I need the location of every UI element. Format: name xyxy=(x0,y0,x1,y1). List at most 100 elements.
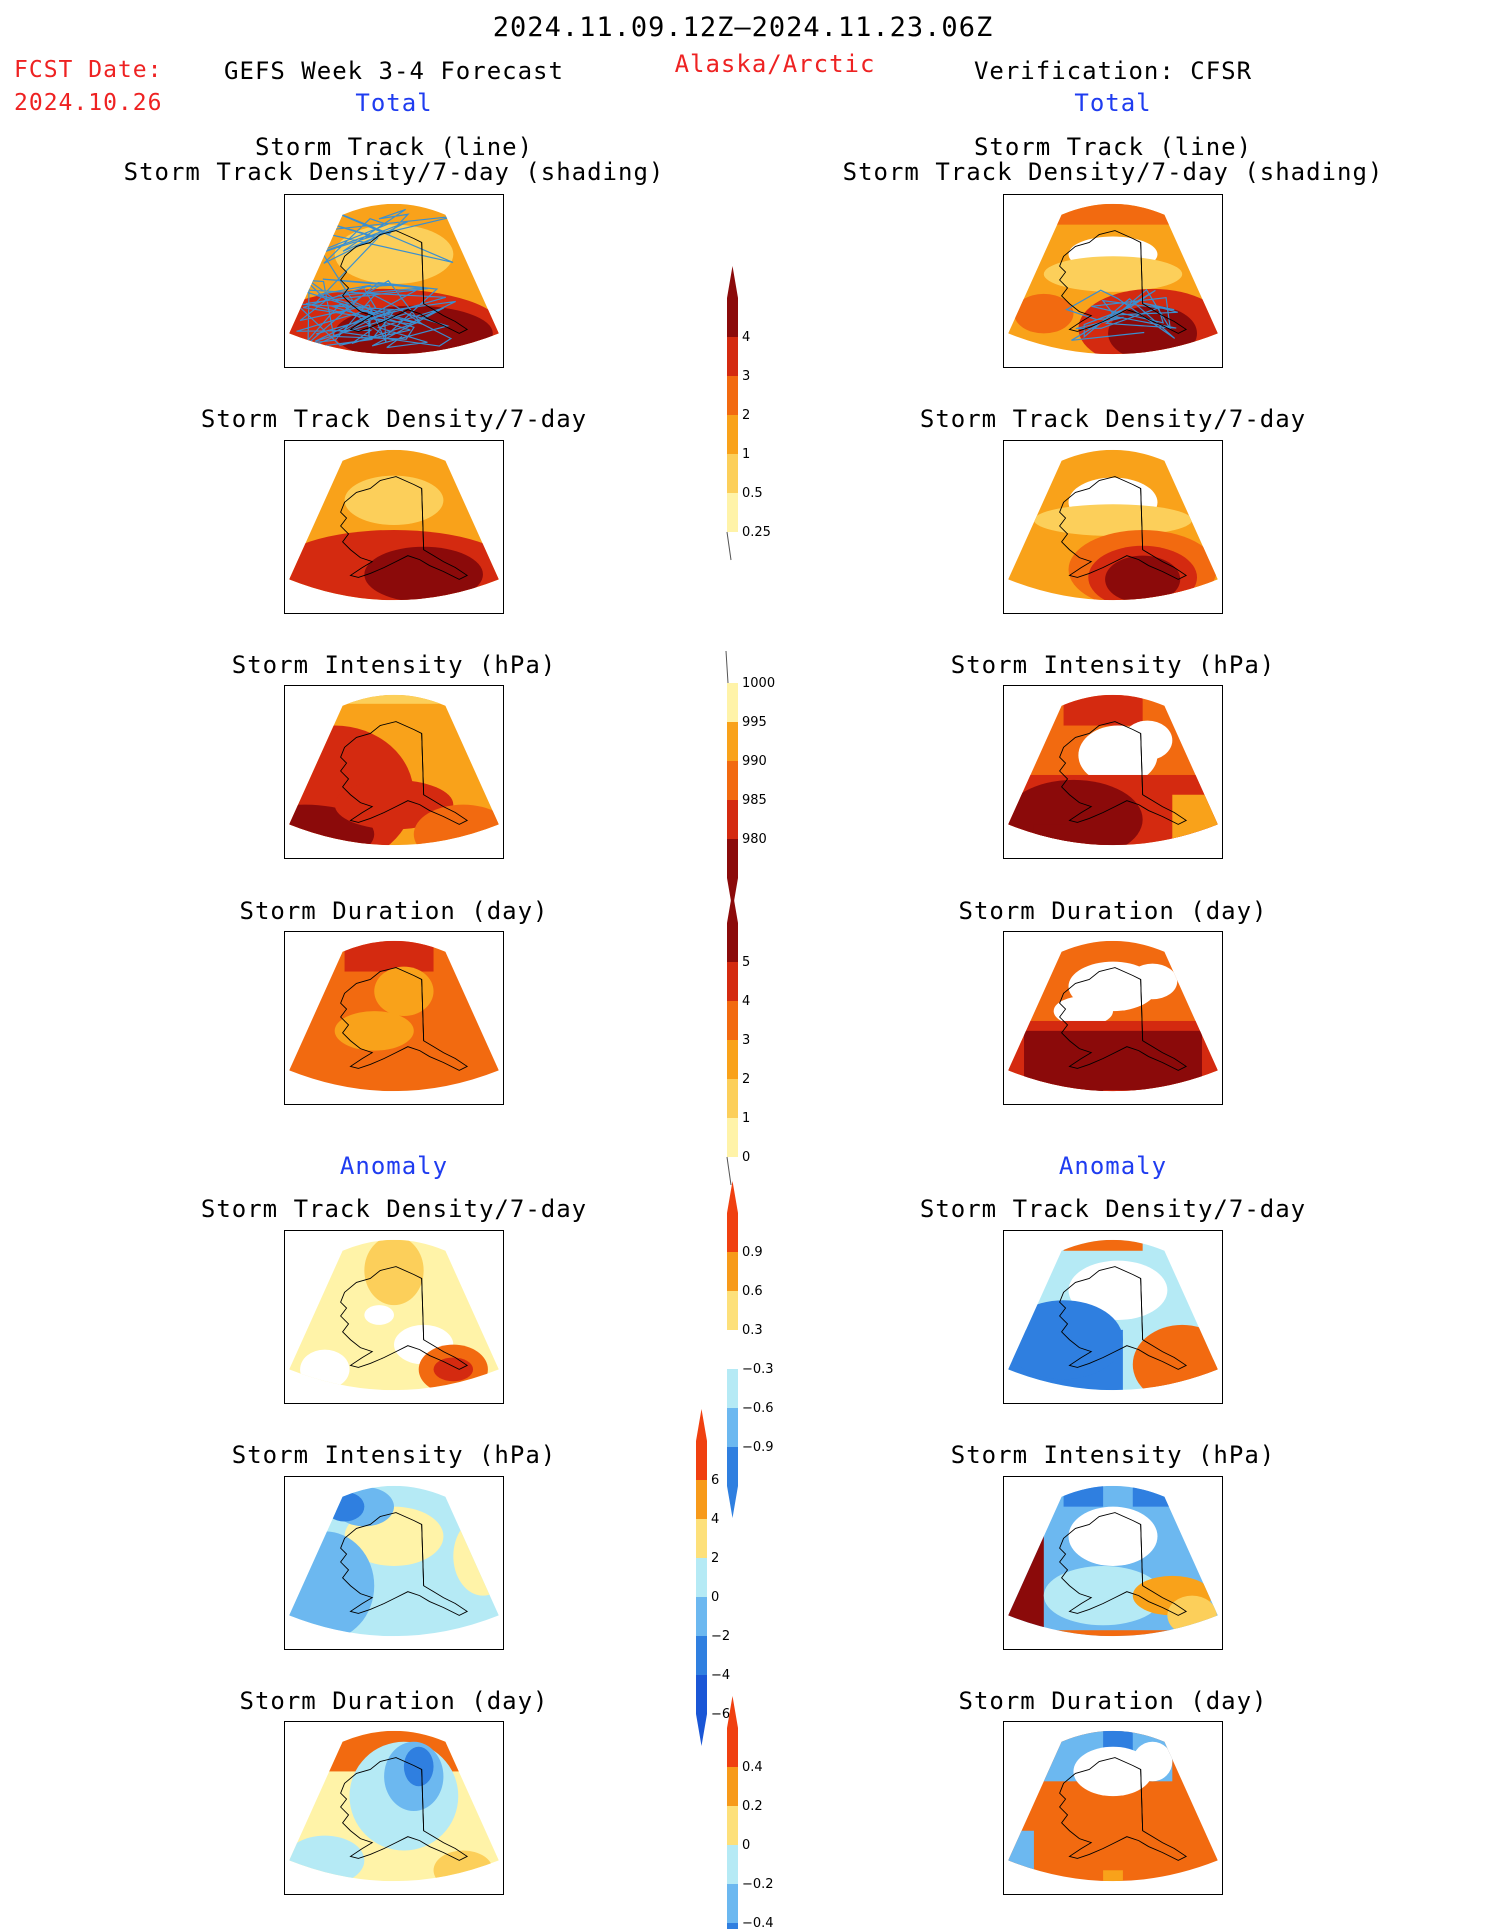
field-patch xyxy=(1014,293,1074,334)
colorbar-segment xyxy=(727,1079,738,1118)
border-line xyxy=(421,1524,425,1586)
colorbar-segment xyxy=(696,1558,707,1597)
colorbar-tick-label: 0.6 xyxy=(742,1284,763,1299)
title-track-line-left: Storm Track (line) xyxy=(254,133,534,161)
colorbar-tick-label: 990 xyxy=(742,754,767,769)
colorbar-tick-label: −0.9 xyxy=(742,1440,774,1455)
colorbar-tick-label: 0.25 xyxy=(742,525,771,540)
colorbar-intensity: 1000 995 990 985 980 xyxy=(724,645,784,910)
title-intensity-anom-left: Storm Intensity (hPa) xyxy=(231,1441,557,1469)
title-duration-anom-right: Storm Duration (day) xyxy=(958,1687,1268,1715)
colorbar-segment xyxy=(727,722,738,761)
coastline xyxy=(1059,1757,1188,1861)
coastline xyxy=(1059,1266,1188,1370)
map-svg xyxy=(1008,1239,1218,1391)
field-patch xyxy=(1132,1741,1173,1782)
colorbar-tick-label: 0.9 xyxy=(742,1245,763,1260)
colorbar-arrow-bottom xyxy=(727,1486,738,1518)
map-density-forecast xyxy=(284,440,504,614)
colorbar-intensity-anom: 6 4 2 0 −2 −4 −6 xyxy=(693,1408,753,1746)
colorbar-segment xyxy=(727,683,738,722)
coastline xyxy=(340,1512,469,1616)
border-line xyxy=(421,979,425,1041)
title-density-anom-left: Storm Track Density/7-day xyxy=(200,1195,588,1223)
colorbar-segment xyxy=(727,1923,738,1929)
colorbar-tick-label: 0 xyxy=(711,1590,719,1605)
colorbar-density-anom-svg: 0.9 0.6 0.3 −0.3 −0.6 −0.9 xyxy=(727,1181,774,1518)
colorbar-tick-label: 1 xyxy=(742,447,750,462)
title-duration-right: Storm Duration (day) xyxy=(958,897,1268,925)
coastline xyxy=(340,721,469,825)
map-density-anom-forecast xyxy=(284,1230,504,1404)
border-line xyxy=(421,488,425,550)
colorbar-tick-label: 995 xyxy=(742,715,767,730)
colorbar-segment xyxy=(696,1636,707,1675)
colorbar-segment xyxy=(727,1845,738,1884)
field-patch xyxy=(1008,779,1143,846)
coastline xyxy=(340,1266,469,1370)
map-field xyxy=(289,940,499,1092)
colorbar-tick-label: 0 xyxy=(742,1838,750,1853)
field-patch xyxy=(1033,504,1193,536)
map-track-verification xyxy=(1003,194,1223,368)
coastline xyxy=(340,967,469,1071)
map-field xyxy=(289,203,499,355)
colorbar-arrow-top xyxy=(727,891,738,923)
total-label-left: Total xyxy=(355,89,433,117)
border-line xyxy=(1140,979,1144,1041)
anomaly-label-right: Anomaly xyxy=(1058,1152,1168,1180)
field-patch xyxy=(1043,1565,1163,1626)
colorbar-arrow-top xyxy=(727,1696,738,1728)
field-patch xyxy=(403,1746,434,1787)
coastline xyxy=(340,230,469,334)
colorbar-tick-label: −0.2 xyxy=(742,1877,774,1892)
map-svg xyxy=(289,1239,499,1391)
map-density-anom-verification xyxy=(1003,1230,1223,1404)
field-patch xyxy=(1008,1300,1123,1380)
map-svg xyxy=(289,1730,499,1882)
field-patch xyxy=(300,1349,350,1390)
map-field xyxy=(289,1730,499,1882)
field-patch xyxy=(1105,555,1181,601)
colorbar-tick-label: 0.5 xyxy=(742,486,763,501)
colorbar-segment xyxy=(727,1806,738,1845)
colorbar-tail-top xyxy=(725,650,729,684)
colorbar-tick-label: 980 xyxy=(742,832,767,847)
field-patch xyxy=(1127,963,1178,1000)
field-patch xyxy=(1103,1090,1143,1092)
map-svg xyxy=(289,694,499,846)
map-svg xyxy=(289,1485,499,1637)
map-field xyxy=(1008,449,1218,601)
colorbar-tick-label: 0.4 xyxy=(742,1760,763,1775)
border-line xyxy=(1140,1278,1144,1340)
colorbar-tick-label: 3 xyxy=(742,1033,750,1048)
colorbar-segment xyxy=(696,1597,707,1636)
map-svg xyxy=(1008,449,1218,601)
border-line xyxy=(1140,1769,1144,1831)
colorbar-tick-label: 6 xyxy=(711,1473,719,1488)
verification-title: Verification: CFSR xyxy=(973,57,1253,85)
colorbar-segment xyxy=(727,415,738,454)
border-line xyxy=(1140,242,1144,304)
map-svg xyxy=(289,940,499,1092)
map-field xyxy=(289,1485,499,1637)
colorbar-tick-label: 3 xyxy=(742,369,750,384)
colorbar-segment xyxy=(727,1001,738,1040)
coastline xyxy=(1059,476,1188,580)
field-patch xyxy=(364,1239,424,1306)
coastline xyxy=(340,476,469,580)
map-duration-anom-verification xyxy=(1003,1721,1223,1895)
title-density-left: Storm Track Density/7-day xyxy=(200,405,588,433)
border-line xyxy=(421,733,425,795)
border-line xyxy=(421,1769,425,1831)
border-line xyxy=(1140,488,1144,550)
field-patch xyxy=(433,1850,493,1882)
colorbar-tick-label: −4 xyxy=(711,1668,730,1683)
colorbar-segment xyxy=(727,298,738,337)
colorbar-segment xyxy=(696,1675,707,1714)
field-patch xyxy=(1122,720,1173,761)
field-patch xyxy=(1043,256,1183,292)
field-patch xyxy=(1132,1485,1173,1507)
colorbar-segment xyxy=(727,1408,738,1447)
border-line xyxy=(421,1278,425,1340)
